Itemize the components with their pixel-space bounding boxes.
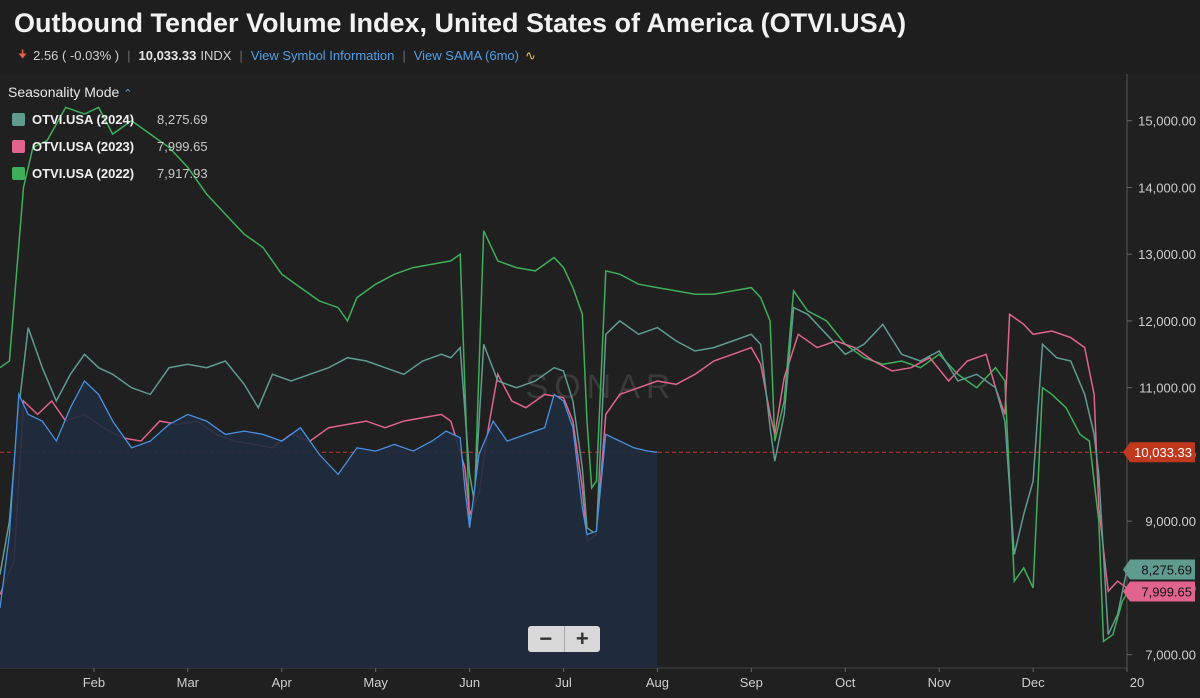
change-value: 2.56 ( -0.03% ) <box>33 48 120 63</box>
x-tick-label: Sep <box>740 675 763 690</box>
current-series-line <box>0 379 658 608</box>
x-tick-label: Feb <box>83 675 105 690</box>
x-tick-label: Oct <box>835 675 856 690</box>
axis-value-label: 7,999.65 <box>1141 585 1192 600</box>
series-line-2022 <box>0 106 1128 643</box>
x-tick-label: Aug <box>646 675 669 690</box>
x-tick-label: Apr <box>272 675 293 690</box>
header: Outbound Tender Volume Index, United Sta… <box>0 0 1200 74</box>
series-line-2024 <box>0 306 1128 635</box>
x-tick-label: Mar <box>177 675 200 690</box>
legend: Seasonality Mode ⌃ OTVI.USA (2024) 8,275.… <box>8 84 208 187</box>
y-tick-label: 9,000.00 <box>1145 514 1196 529</box>
zoom-in-button[interactable]: + <box>575 626 589 651</box>
zoom-out-button[interactable]: − <box>528 626 565 652</box>
quote-line: 🠋 2.56 ( -0.03% ) | 10,033.33 INDX | Vie… <box>18 46 536 65</box>
current-value: 10,033.33 <box>138 48 197 63</box>
y-tick-label: 15,000.00 <box>1138 114 1196 129</box>
x-tick-label: Dec <box>1022 675 1046 690</box>
x-tick-label: Jul <box>555 675 572 690</box>
y-tick-label: 14,000.00 <box>1138 180 1196 195</box>
chevron-up-icon[interactable]: ⌃ <box>123 88 133 100</box>
y-tick-label: 7,000.00 <box>1145 648 1196 663</box>
y-tick-label: 13,000.00 <box>1138 247 1196 262</box>
watermark-text: SONAR <box>526 368 677 406</box>
x-tick-label: Jun <box>459 675 480 690</box>
current-series-area <box>0 381 658 668</box>
legend-item-2023[interactable]: OTVI.USA (2023) 7,999.65 <box>8 133 208 160</box>
legend-swatch <box>12 140 25 153</box>
axis-value-badge <box>1123 442 1195 463</box>
zoom-controls: − + <box>528 626 600 652</box>
seasonality-mode-toggle[interactable]: Seasonality Mode ⌃ <box>8 84 208 100</box>
divider: | <box>402 48 406 63</box>
legend-name: OTVI.USA (2022) <box>32 166 135 181</box>
divider: | <box>239 48 243 63</box>
axis-value-label: 10,033.33 <box>1134 445 1192 460</box>
unit-label: INDX <box>200 48 232 63</box>
legend-value: 7,999.65 <box>157 139 208 154</box>
legend-item-2022[interactable]: OTVI.USA (2022) 7,917.93 <box>8 160 208 187</box>
down-arrow-icon: 🠋 <box>18 49 28 61</box>
x-tick-label: Nov <box>928 675 952 690</box>
seasonality-mode-label: Seasonality Mode <box>8 84 120 100</box>
page-title: Outbound Tender Volume Index, United Sta… <box>14 8 907 38</box>
legend-name: OTVI.USA (2024) <box>32 112 135 127</box>
view-sama-link[interactable]: View SAMA (6mo) <box>413 48 519 63</box>
axis-value-label: 8,275.69 <box>1141 563 1192 578</box>
x-tick-label: May <box>363 675 388 690</box>
divider: | <box>127 48 131 63</box>
sama-wave-icon[interactable]: ∿ <box>524 47 536 63</box>
axis-value-badge <box>1123 559 1195 580</box>
y-tick-label: 12,000.00 <box>1138 314 1196 329</box>
x-tick-label: 20 <box>1130 675 1144 690</box>
legend-value: 7,917.93 <box>157 166 208 181</box>
view-symbol-link[interactable]: View Symbol Information <box>250 48 395 63</box>
y-tick-label: 11,000.00 <box>1139 381 1196 396</box>
legend-swatch <box>12 167 25 180</box>
legend-value: 8,275.69 <box>157 112 208 127</box>
legend-swatch <box>12 113 25 126</box>
axis-value-badge <box>1123 581 1195 602</box>
legend-name: OTVI.USA (2023) <box>32 139 135 154</box>
legend-item-2024[interactable]: OTVI.USA (2024) 8,275.69 <box>8 106 208 133</box>
